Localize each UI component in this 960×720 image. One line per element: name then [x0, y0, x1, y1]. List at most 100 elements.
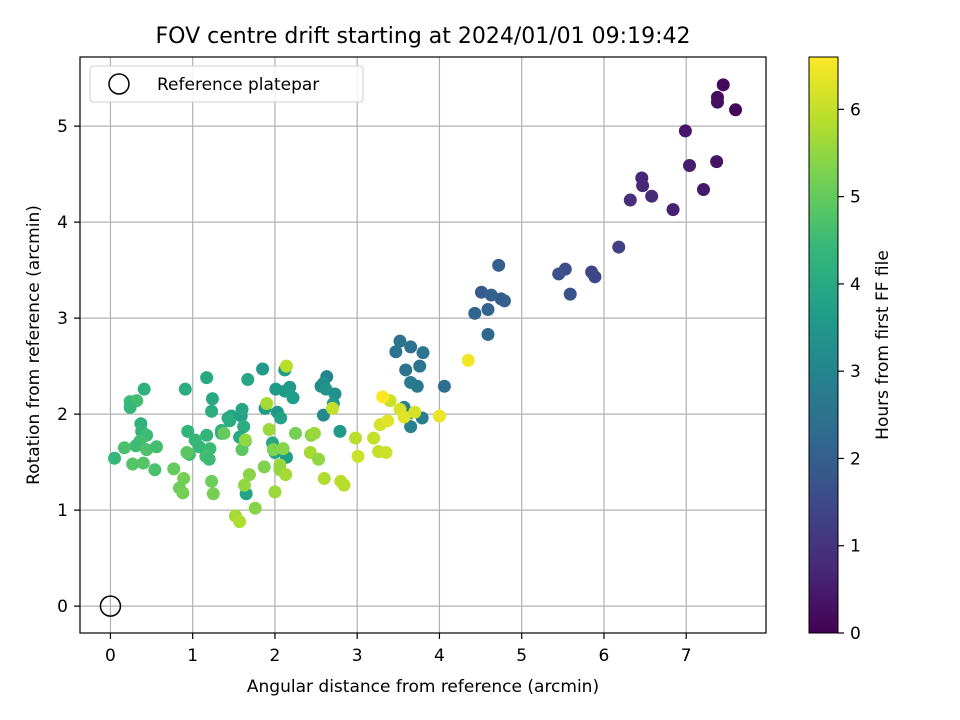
y-tick-label: 5: [57, 117, 68, 137]
scatter-point: [274, 411, 288, 425]
colorbar-tick-label: 2: [850, 449, 861, 469]
scatter-point: [248, 501, 262, 515]
colorbar: 0 1 2 3 4 5 6 Hours from first FF file: [808, 56, 893, 644]
scatter-point: [666, 203, 680, 217]
scatter-point: [437, 379, 451, 393]
scatter-point: [129, 439, 143, 453]
chart-title: FOV centre drift starting at 2024/01/01 …: [156, 24, 691, 49]
colorbar-tick-label: 1: [850, 537, 861, 557]
legend: Reference platepar: [89, 65, 364, 103]
scatter-point: [317, 471, 331, 485]
scatter-point: [108, 451, 122, 465]
scatter-point: [286, 391, 300, 405]
scatter-point: [176, 486, 190, 500]
scatter-point: [397, 410, 411, 424]
scatter-point: [123, 400, 137, 414]
scatter-point: [484, 288, 498, 302]
scatter-point: [126, 457, 140, 471]
colorbar-ticks: 0 1 2 3 4 5 6: [838, 100, 861, 644]
scatter-point: [140, 443, 154, 457]
reference-platepar-marker: [99, 595, 122, 617]
x-tick-label: 7: [681, 646, 692, 666]
scatter-point: [202, 452, 216, 466]
x-tick-label: 5: [516, 646, 527, 666]
scatter-point: [238, 478, 252, 492]
colorbar-tick-label: 3: [850, 362, 861, 382]
scatter-point: [376, 390, 390, 404]
scatter-point: [349, 431, 363, 445]
x-axis-label: Angular distance from reference (arcmin): [247, 677, 599, 697]
scatter-point: [552, 267, 566, 281]
scatter-point: [269, 382, 283, 396]
scatter-point: [316, 408, 330, 422]
scatter-point: [117, 441, 131, 455]
scatter-point: [266, 443, 280, 457]
scatter-point: [178, 382, 192, 396]
scatter-point: [241, 373, 255, 387]
scatter-point: [289, 426, 303, 440]
grid-lines: [80, 57, 766, 633]
scatter-point: [137, 382, 151, 396]
legend-entry-reference: Reference platepar: [157, 75, 319, 95]
scatter-point: [710, 155, 724, 169]
scatter-point: [307, 426, 321, 440]
scatter-point: [389, 345, 403, 359]
scatter-point: [237, 420, 251, 434]
scatter-point: [235, 402, 249, 416]
scatter-point: [181, 424, 195, 438]
scatter-point: [192, 440, 206, 454]
scatter-point: [326, 401, 340, 415]
x-tick-label: 1: [187, 646, 198, 666]
scatter-point: [710, 95, 724, 109]
y-tick-label: 2: [57, 405, 68, 425]
x-tick-label: 3: [352, 646, 363, 666]
scatter-point: [492, 258, 506, 272]
scatter-point: [623, 193, 637, 207]
scatter-point: [636, 179, 650, 193]
scatter-point: [481, 327, 495, 341]
scatter-point: [149, 440, 163, 454]
y-axis-label: Rotation from reference (arcmin): [24, 205, 44, 485]
scatter-point: [136, 456, 150, 470]
scatter-point: [351, 449, 365, 463]
x-tick-label: 0: [105, 646, 116, 666]
scatter-point: [716, 78, 730, 92]
scatter-point: [645, 189, 659, 203]
scatter-point: [223, 414, 237, 428]
scatter-point: [268, 485, 282, 499]
y-tick-label: 1: [57, 501, 68, 521]
scatter-point: [468, 306, 482, 320]
scatter-point: [148, 463, 162, 477]
scatter-point: [180, 446, 194, 460]
plot-frame: [79, 56, 767, 634]
scatter-point: [729, 103, 743, 117]
scatter-point: [242, 468, 256, 482]
scatter-point: [461, 353, 475, 367]
legend-box: [89, 65, 364, 103]
scatter-point: [279, 468, 293, 482]
scatter-point: [393, 334, 407, 348]
scatter-point: [206, 487, 220, 501]
colorbar-gradient: [808, 56, 839, 634]
scatter-point: [256, 362, 270, 376]
scatter-point: [367, 431, 381, 445]
scatter-point: [563, 287, 577, 301]
scatter-point: [588, 270, 602, 284]
scatter-point: [217, 426, 231, 440]
scatter-point: [257, 460, 271, 474]
scatter-point: [312, 452, 326, 466]
scatter-point: [678, 124, 692, 138]
x-tick-label: 6: [599, 646, 610, 666]
scatter-point: [205, 474, 219, 488]
y-tick-label: 4: [57, 213, 68, 233]
scatter-point: [497, 294, 511, 308]
colorbar-label: Hours from first FF file: [873, 250, 893, 440]
scatter-point: [260, 397, 274, 411]
scatter-point: [233, 515, 247, 529]
scatter-point: [333, 424, 347, 438]
scatter-point: [408, 405, 422, 419]
scatter-point: [328, 387, 342, 401]
scatter-point: [276, 442, 290, 456]
scatter-point: [683, 158, 697, 172]
